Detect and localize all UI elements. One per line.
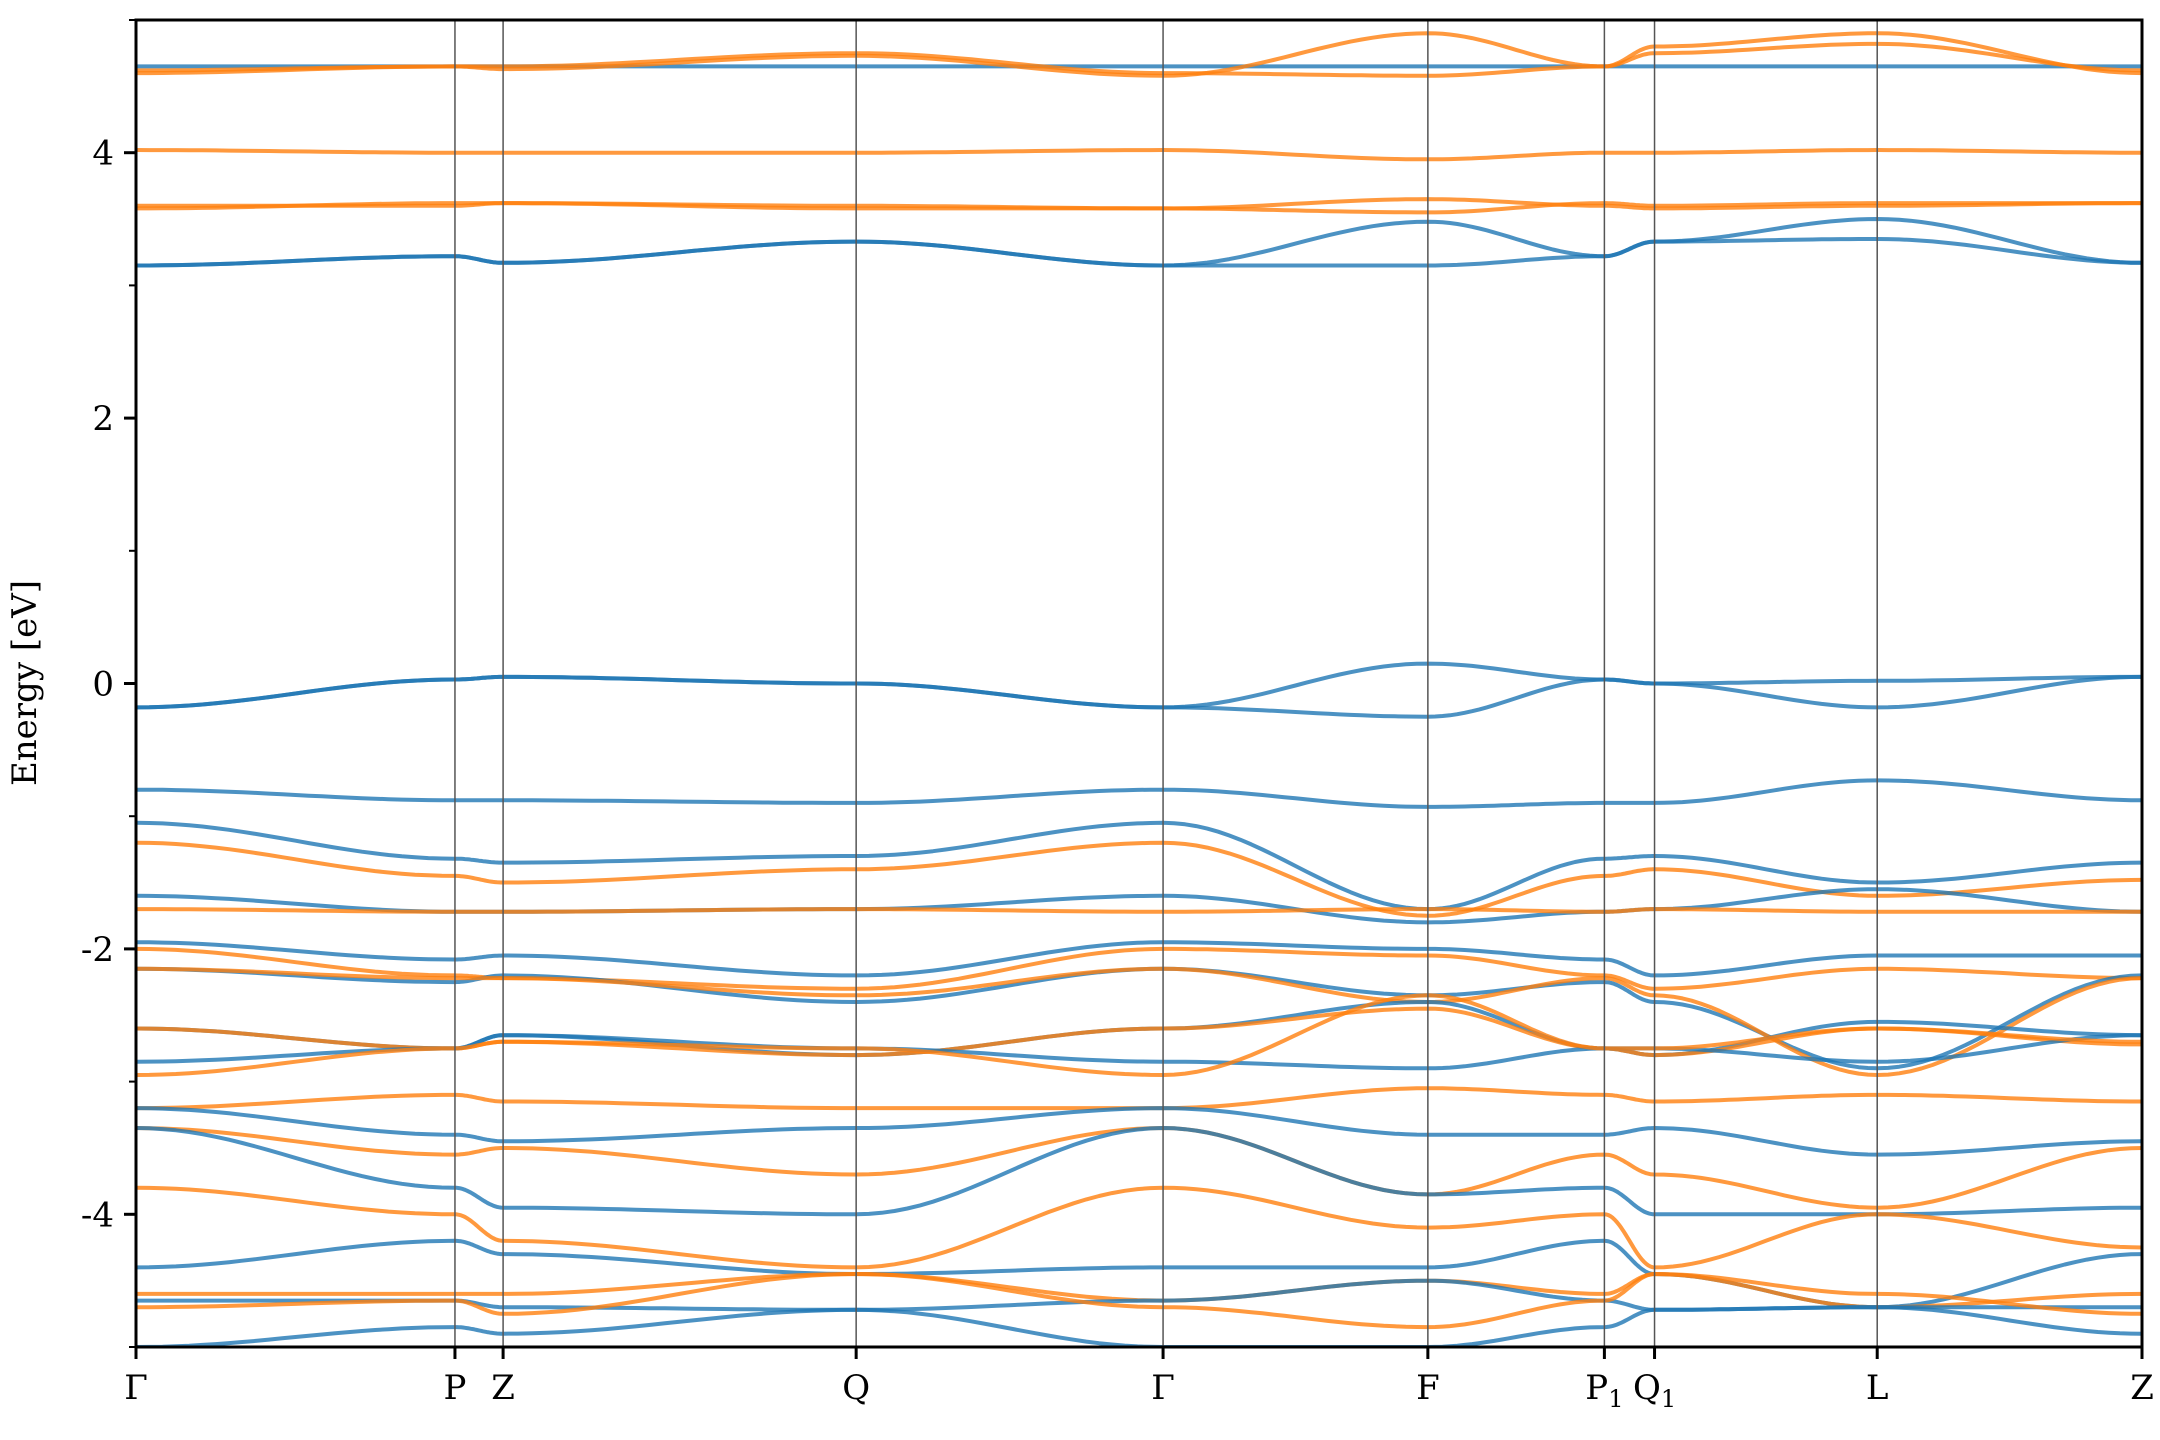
x-tick-label: L <box>1866 1368 1889 1408</box>
band-line-17 <box>136 966 2142 1071</box>
band-line-5 <box>136 197 2142 211</box>
band-line-22 <box>136 993 2142 1077</box>
band-line-6 <box>136 217 2142 268</box>
band-line-9 <box>136 674 2142 719</box>
band-line-7 <box>136 237 2142 268</box>
band-line-15 <box>136 940 2142 978</box>
x-tick-label: Z <box>2130 1368 2154 1408</box>
x-tick-label: Q <box>842 1368 870 1408</box>
band-line-12 <box>136 840 2142 918</box>
band-line-11 <box>136 820 2142 912</box>
y-tick-label: 0 <box>92 665 114 705</box>
band-line-27 <box>136 1185 2142 1270</box>
x-tick-label: P <box>444 1368 467 1408</box>
band-line-14 <box>136 907 2142 914</box>
band-line-18 <box>136 966 2142 1077</box>
band-line-32 <box>136 1305 2142 1347</box>
x-tick-label: Q1 <box>1633 1368 1676 1413</box>
x-tick-label: F <box>1416 1368 1440 1408</box>
band-line-23 <box>136 1086 2142 1111</box>
band-line-26 <box>136 1126 2142 1217</box>
y-tick-label: -4 <box>81 1195 114 1235</box>
x-tick-label: Γ <box>124 1368 148 1408</box>
y-axis-title: Energy [eV] <box>5 580 45 786</box>
high-symmetry-lines <box>454 20 1878 1347</box>
band-line-24 <box>136 1106 2142 1157</box>
band-line-2 <box>136 31 2142 78</box>
x-tick-label: Γ <box>1151 1368 1175 1408</box>
band-line-10 <box>136 778 2142 809</box>
band-line-28 <box>136 1238 2142 1310</box>
band-lines <box>136 31 2142 1347</box>
y-axis-ticks: -4 -2 0 2 4 <box>81 19 136 1348</box>
band-line-3 <box>136 148 2142 162</box>
band-line-8 <box>136 661 2142 710</box>
band-line-21 <box>136 1033 2142 1071</box>
band-line-25 <box>136 1126 2142 1210</box>
x-tick-label: P1 <box>1585 1368 1623 1413</box>
y-tick-label: 2 <box>92 399 114 439</box>
band-line-1 <box>136 41 2142 78</box>
y-tick-label: -2 <box>81 930 114 970</box>
y-tick-label: 4 <box>92 134 114 174</box>
band-line-31 <box>136 1272 2142 1330</box>
x-tick-label: Z <box>491 1368 515 1408</box>
x-axis-ticks: Γ P Z Q Γ F P1 Q1 L Z <box>124 1347 2154 1413</box>
